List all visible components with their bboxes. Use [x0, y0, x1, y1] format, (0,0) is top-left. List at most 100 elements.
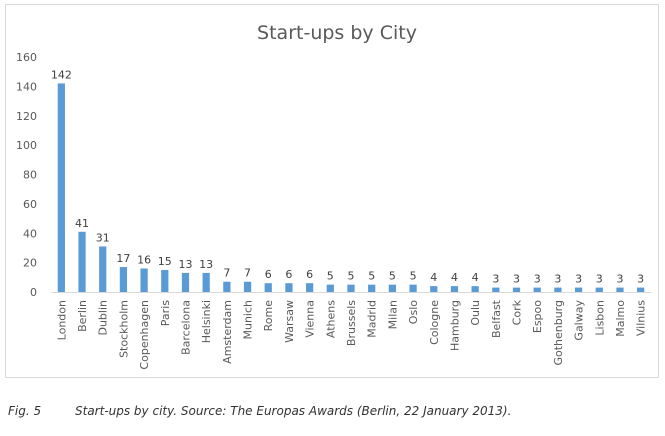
- y-tick-label: 0: [30, 286, 37, 299]
- bar-chart: Start-ups by City 020406080100120140160 …: [16, 22, 651, 370]
- data-label: 4: [430, 271, 437, 284]
- bar: [78, 231, 86, 292]
- data-label: 5: [348, 270, 355, 283]
- y-tick-label: 140: [16, 80, 37, 93]
- bar: [637, 287, 645, 292]
- data-label: 142: [51, 68, 72, 81]
- bar: [368, 284, 376, 292]
- data-label: 16: [137, 254, 151, 267]
- bar: [430, 286, 438, 292]
- x-tick-label: Barcelona: [179, 300, 192, 355]
- bar: [533, 287, 541, 292]
- bar: [409, 284, 417, 292]
- bar: [223, 281, 231, 292]
- data-label: 41: [75, 217, 89, 230]
- x-tick-label: Vienna: [304, 300, 317, 338]
- y-tick-label: 100: [16, 139, 37, 152]
- data-label: 31: [96, 231, 110, 244]
- bar: [243, 281, 252, 292]
- bar: [119, 267, 128, 292]
- bar: [554, 287, 562, 292]
- data-label: 3: [596, 273, 603, 286]
- bar: [471, 286, 479, 292]
- data-label: 13: [178, 258, 192, 271]
- data-label: 4: [451, 271, 458, 284]
- data-label: 3: [492, 273, 499, 286]
- x-tick-label: Oulu: [469, 300, 482, 326]
- data-label: 6: [285, 268, 292, 281]
- caption-label: Fig. 5: [8, 404, 42, 418]
- data-label: 7: [223, 267, 230, 280]
- x-tick-label: Vilnius: [635, 300, 648, 336]
- data-label: 7: [244, 267, 251, 280]
- bar: [285, 283, 293, 292]
- y-tick-label: 120: [16, 110, 37, 123]
- data-label: 5: [327, 270, 334, 283]
- x-tick-label: Milan: [386, 300, 399, 329]
- data-label: 15: [158, 255, 172, 268]
- data-label: 5: [389, 270, 396, 283]
- x-tick-label: Helsinki: [200, 300, 213, 343]
- x-tick-label: Belfast: [490, 299, 503, 338]
- figure-caption: Fig. 5 Start-ups by city. Source: The Eu…: [8, 404, 658, 424]
- x-tick-label: Stockholm: [117, 300, 130, 358]
- x-tick-label: London: [55, 300, 68, 340]
- x-tick-label: Paris: [159, 300, 172, 326]
- bar: [99, 246, 107, 292]
- data-label: 5: [368, 270, 375, 283]
- data-label: 5: [410, 270, 417, 283]
- bar: [512, 287, 521, 292]
- bar: [616, 287, 624, 292]
- y-tick-label: 80: [23, 169, 37, 182]
- bar: [595, 287, 603, 292]
- chart-title: Start-ups by City: [257, 22, 417, 44]
- x-tick-label: Cork: [511, 299, 524, 325]
- y-tick-label: 60: [23, 198, 37, 211]
- data-label: 6: [265, 268, 272, 281]
- x-tick-label: Copenhagen: [138, 300, 151, 370]
- bar: [574, 287, 583, 292]
- bar: [326, 284, 334, 292]
- data-label: 17: [116, 252, 130, 265]
- data-label: 3: [575, 273, 582, 286]
- data-label: 3: [534, 273, 541, 286]
- chart-frame: Start-ups by City 0 20 40 60 80 100 120 140 160 …: [5, 4, 659, 378]
- x-tick-label: Gothenburg: [552, 300, 565, 366]
- x-tick-label: Galway: [573, 300, 586, 341]
- bar: [306, 283, 314, 292]
- x-tick-label: Espoo: [531, 300, 544, 333]
- bar: [181, 272, 190, 292]
- data-label: 6: [306, 268, 313, 281]
- bar: [388, 284, 396, 292]
- bar: [347, 284, 355, 292]
- x-tick-label: Hamburg: [448, 300, 461, 351]
- x-tick-label: Athens: [324, 300, 337, 338]
- x-tick-label: Lisbon: [593, 300, 606, 336]
- x-tick-label: Rome: [262, 300, 275, 332]
- bar: [202, 272, 210, 292]
- x-tick-label: Warsaw: [283, 300, 296, 343]
- x-tick-label: Munich: [242, 300, 255, 340]
- x-axis: London Berlin Dublin Stockholm Copenhagen Par…: [51, 292, 651, 370]
- bars: [57, 83, 645, 292]
- data-label: 3: [616, 273, 623, 286]
- y-tick-label: 160: [16, 51, 37, 64]
- caption-text: Start-ups by city. Source: The Europas A…: [75, 404, 512, 418]
- bar: [264, 283, 272, 292]
- x-tick-label: Madrid: [366, 300, 379, 338]
- bar: [140, 268, 148, 292]
- x-tick-label: Oslo: [407, 300, 420, 324]
- bar: [161, 269, 169, 292]
- x-tick-label: Brussels: [345, 300, 358, 346]
- y-tick-label: 20: [23, 257, 37, 270]
- x-tick-label: Cologne: [428, 300, 441, 345]
- bar: [492, 287, 500, 292]
- data-label: 3: [637, 273, 644, 286]
- y-tick-label: 40: [23, 227, 37, 240]
- x-tick-label: Berlin: [76, 300, 89, 332]
- bar: [57, 83, 65, 292]
- y-axis: 0 20 40 60 80 100 120 140 160: [16, 51, 37, 299]
- x-tick-label: Amsterdam: [221, 300, 234, 364]
- data-label: 13: [199, 258, 213, 271]
